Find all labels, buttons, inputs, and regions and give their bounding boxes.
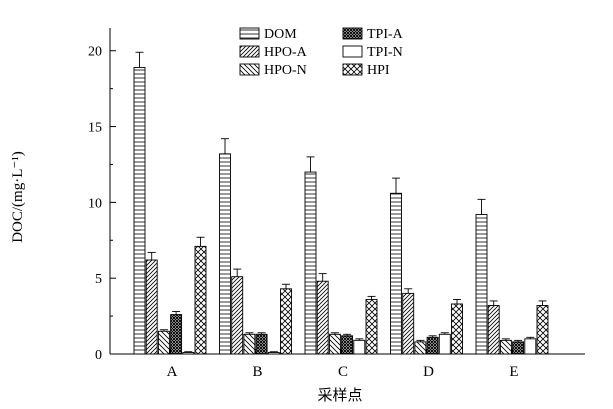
bar-tpi-a-e xyxy=(512,341,525,355)
y-axis-ticks: 0 5 10 15 20 xyxy=(88,45,116,363)
legend: DOM HPO-A HPO-N TPI-A TPI-N HPI xyxy=(239,27,404,78)
legend-swatch xyxy=(342,27,363,40)
bar-hpo-n-c xyxy=(328,333,341,355)
legend-item-hpo-n: HPO-N xyxy=(239,63,307,78)
bar-hpo-n-b xyxy=(243,333,256,355)
bars xyxy=(133,51,549,355)
x-tick-label: A xyxy=(167,364,178,380)
legend-label: HPO-N xyxy=(264,63,307,78)
legend-swatch xyxy=(239,63,260,76)
bar-hpi-e xyxy=(536,305,549,355)
legend-label: TPI-A xyxy=(367,27,404,42)
legend-item-tpi-a: TPI-A xyxy=(342,27,404,42)
y-tick-label: 5 xyxy=(95,272,102,287)
bar-tpi-n-a xyxy=(182,352,195,355)
bar-tpi-a-a xyxy=(170,314,183,355)
x-tick-label: D xyxy=(423,364,434,380)
bar-dom-c xyxy=(304,171,317,355)
bar-dom-e xyxy=(475,214,488,355)
bar-tpi-n-c xyxy=(353,339,366,355)
bar-tpi-a-c xyxy=(341,335,354,355)
bar-tpi-n-b xyxy=(267,352,280,355)
bar-tpi-n-d xyxy=(438,333,451,355)
y-tick-label: 10 xyxy=(88,196,102,211)
bar-hpo-a-a xyxy=(145,259,158,355)
legend-label: HPI xyxy=(367,63,390,78)
bar-dom-b xyxy=(219,153,231,355)
y-tick-label: 15 xyxy=(88,121,102,136)
x-axis-label: 采样点 xyxy=(317,387,362,404)
bar-hpi-a xyxy=(194,245,207,355)
legend-label: TPI-N xyxy=(367,45,403,60)
legend-swatch xyxy=(342,63,363,76)
bar-hpi-b xyxy=(280,288,292,355)
legend-item-hpi: HPI xyxy=(342,63,390,78)
x-tick-label: B xyxy=(252,364,262,380)
legend-swatch xyxy=(239,27,260,40)
y-axis-label: DOC/(mg·L⁻¹) xyxy=(10,151,26,243)
bar-hpi-c xyxy=(365,298,378,355)
x-axis-ticks: A B C D E xyxy=(167,349,519,380)
legend-item-hpo-a: HPO-A xyxy=(239,45,308,60)
legend-swatch xyxy=(342,45,363,58)
x-tick-label: E xyxy=(509,364,518,380)
bar-tpi-n-e xyxy=(524,338,537,355)
bar-dom-a xyxy=(133,66,146,355)
bar-hpo-a-e xyxy=(487,305,500,355)
bar-hpo-n-a xyxy=(157,330,170,355)
plot-area xyxy=(109,28,585,355)
bar-hpo-a-d xyxy=(402,292,415,355)
bar-hpo-a-b xyxy=(231,276,244,355)
bar-hpo-a-c xyxy=(316,280,329,355)
x-tick-label: C xyxy=(338,364,348,380)
legend-label: HPO-A xyxy=(264,45,308,60)
bar-hpi-d xyxy=(451,303,463,355)
bar-hpo-n-d xyxy=(414,341,427,355)
bar-tpi-a-b xyxy=(255,333,268,355)
legend-label: DOM xyxy=(264,27,297,42)
legend-swatch xyxy=(239,45,260,58)
y-tick-label: 0 xyxy=(95,348,102,363)
legend-item-dom: DOM xyxy=(239,27,297,42)
bar-tpi-a-d xyxy=(426,336,439,355)
bar-dom-d xyxy=(390,192,402,355)
y-tick-label: 20 xyxy=(88,45,102,60)
bar-hpo-n-e xyxy=(499,339,512,355)
legend-item-tpi-n: TPI-N xyxy=(342,45,403,60)
